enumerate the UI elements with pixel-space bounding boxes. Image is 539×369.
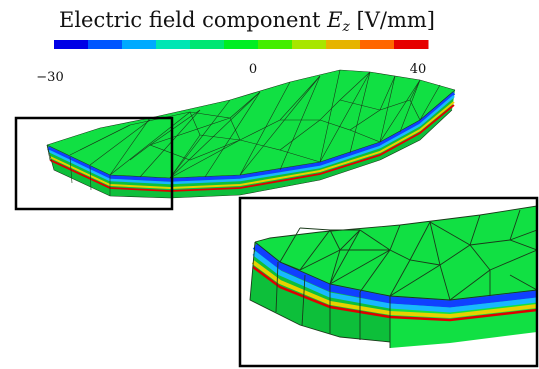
mesh-edge [169, 91, 261, 179]
mesh-edge [409, 99, 421, 121]
mesh-edge [254, 205, 537, 243]
curved-beam-model [46, 69, 456, 199]
mesh-edge [339, 99, 381, 111]
colorbar-segment [122, 40, 157, 49]
mesh-edge [299, 249, 341, 271]
mesh-edge [239, 81, 291, 176]
mesh-edge [389, 264, 441, 297]
colorbar-tick-min: −30 [36, 70, 63, 85]
mesh-edge [429, 221, 441, 266]
mesh-edge [319, 75, 396, 131]
mesh-edge [359, 229, 391, 251]
mesh-edge [399, 79, 421, 133]
mesh-edge [301, 274, 306, 327]
mesh-edge [469, 214, 481, 246]
mesh-edge [449, 269, 491, 301]
mesh-edge [189, 111, 201, 136]
zoom-inset-frame [238, 196, 539, 368]
main-mesh-lines [46, 69, 456, 199]
mesh-edge [329, 249, 391, 285]
layer-cyan [48, 95, 455, 185]
mesh-edge [419, 84, 441, 121]
mesh-edge [46, 89, 456, 179]
mesh-edge [319, 69, 341, 163]
colorbar-segment [258, 40, 293, 49]
mesh-edge [139, 109, 201, 178]
mesh-edge [254, 241, 537, 301]
layer-blue [47, 91, 456, 182]
mesh-edge [359, 249, 391, 293]
mesh-edge [279, 75, 321, 171]
colorbar-segment [88, 40, 123, 49]
mesh-edge [46, 109, 453, 199]
mesh-edge [319, 71, 371, 163]
colorbar-segment [156, 40, 191, 49]
colorbar-segment [292, 40, 327, 49]
mesh-edge [199, 134, 241, 141]
colorbar [54, 40, 429, 49]
layer-yellow [49, 101, 455, 190]
mesh-edge [169, 99, 231, 179]
mesh-edge [509, 209, 521, 241]
mesh-edge [349, 71, 371, 154]
mesh-edge [249, 241, 391, 343]
mesh-edge [129, 139, 241, 161]
colorbar-segment [326, 40, 361, 49]
mesh-edge [389, 224, 401, 251]
zoom-mesh-lines [249, 205, 537, 348]
mesh-edge [489, 249, 537, 271]
colorbar-segment [394, 40, 429, 49]
colorbar-segment [190, 40, 225, 49]
colorbar-title: Electric field component Ez [V/mm] [59, 8, 435, 35]
mesh-edge [149, 117, 231, 146]
mesh-edge [379, 75, 396, 143]
colorbar-segment [54, 40, 89, 49]
mesh-edge [299, 229, 331, 271]
mesh-edge [229, 75, 321, 141]
mesh-edge [109, 117, 151, 176]
mesh-edge [89, 165, 92, 191]
mesh-edge [89, 119, 151, 166]
mesh-edge [239, 75, 321, 176]
mesh-edge [69, 156, 73, 184]
mesh-edge [79, 124, 131, 151]
mesh-edge [279, 261, 301, 271]
mesh-edge [329, 229, 361, 285]
zoom-inset [240, 198, 537, 366]
mesh-edge [379, 79, 421, 143]
mesh-edge [46, 144, 51, 161]
mesh-edge [279, 227, 301, 263]
layer-red [49, 104, 455, 192]
mesh-edge [279, 149, 321, 163]
mesh-edge [204, 91, 261, 178]
mesh-edge [409, 221, 431, 261]
colorbar-segment [360, 40, 395, 49]
mesh-edge [509, 229, 537, 241]
colorbar-tick-max: 40 [410, 62, 427, 77]
highlight-frame [14, 116, 174, 211]
mesh-edge [169, 134, 201, 179]
colorbar-segment [224, 40, 259, 49]
mesh-edge [429, 221, 471, 246]
mesh-edge [169, 139, 241, 179]
mesh-edge [329, 249, 341, 285]
mesh-edge [349, 129, 381, 143]
mesh-edge [275, 261, 279, 313]
mesh-edge [439, 264, 451, 301]
mesh-edge [509, 274, 537, 291]
mesh-edge [280, 71, 371, 121]
mesh-edge [389, 259, 411, 297]
colorbar-tick-zero: 0 [249, 62, 257, 77]
mesh-edge [109, 111, 191, 176]
